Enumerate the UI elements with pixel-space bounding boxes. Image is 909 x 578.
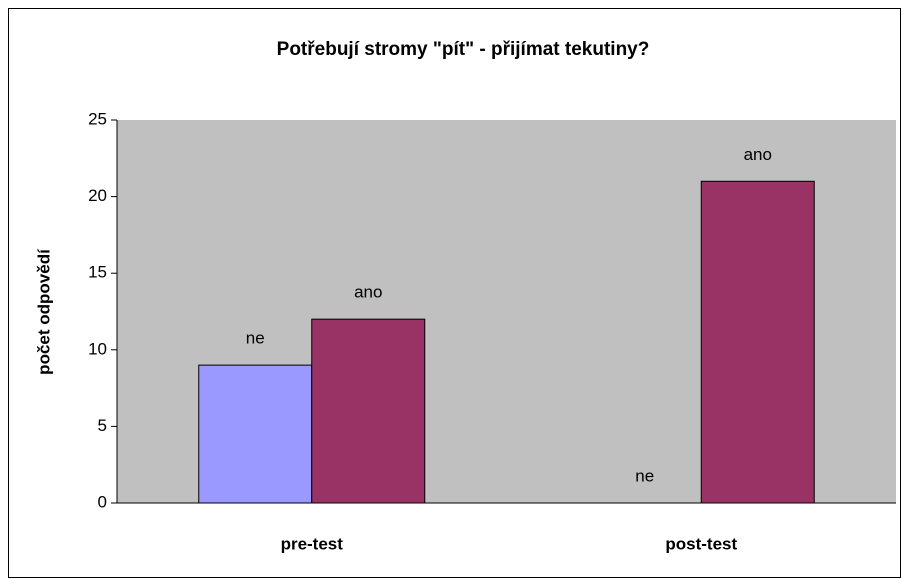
bar [311,318,426,504]
bar [700,180,815,504]
data-label: ano [354,283,382,302]
y-tick-label: 0 [98,492,107,511]
chart-title: Potřebují stromy "pít" - přijímat tekuti… [277,39,650,60]
x-tick-label: post-test [665,534,737,553]
y-tick-label: 25 [88,109,107,128]
y-tick-label: 10 [88,339,107,358]
data-label: ano [744,145,772,164]
y-tick-label: 15 [88,263,107,282]
bar [198,364,313,504]
y-tick-label: 5 [98,416,107,435]
y-axis-label: počet odpovědí [34,248,53,375]
data-label: ne [635,466,654,485]
x-tick-label: pre-test [281,534,344,553]
data-label: ne [246,329,265,348]
y-tick-label: 20 [88,186,107,205]
